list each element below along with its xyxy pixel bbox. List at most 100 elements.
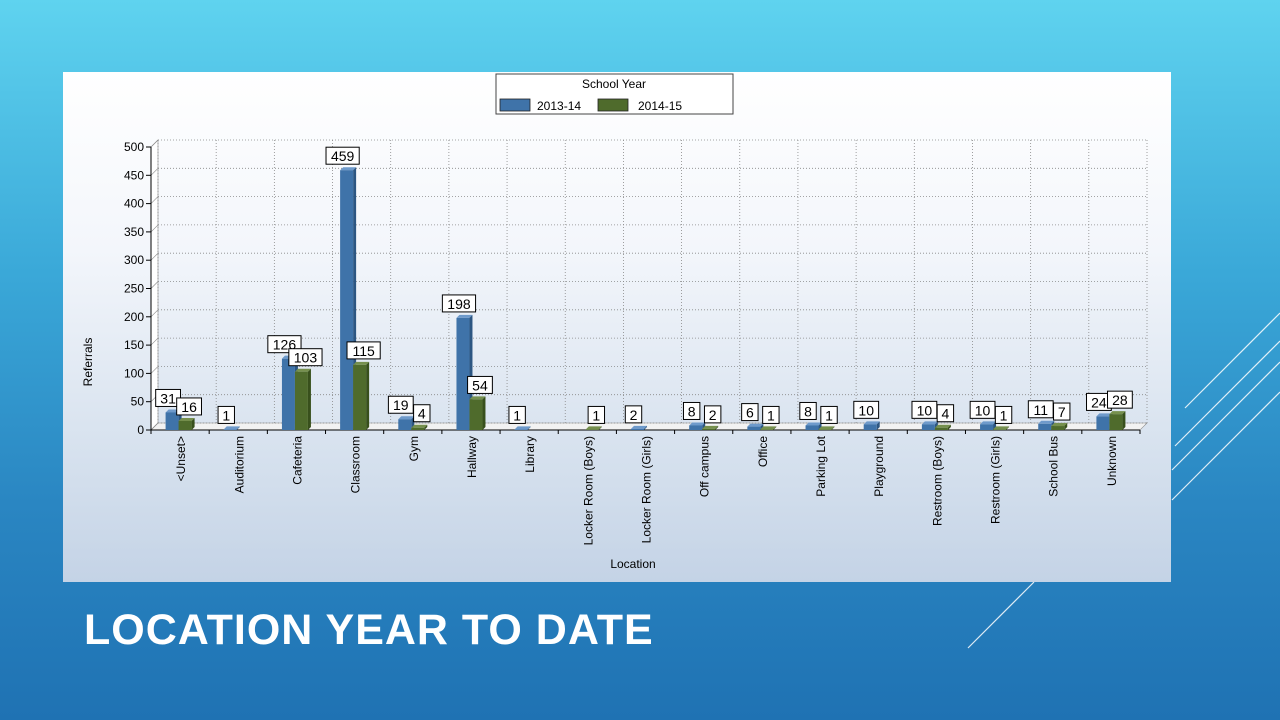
axes: 0 50 100 150 200 250 300 350 400 450 500 <Unset> Aud… — [124, 140, 1141, 545]
data-label-text: 115 — [352, 343, 375, 359]
bar-2013-14 — [398, 419, 412, 430]
data-label-2013-14: 10 — [911, 400, 938, 419]
data-label-2014-15: 103 — [288, 348, 323, 367]
data-label-2014-15: 16 — [176, 397, 202, 416]
bar-top-2014-15 — [993, 426, 1010, 430]
bar-side-2014-15 — [598, 426, 602, 430]
y-tick-label: 400 — [124, 197, 144, 211]
bar-top-2013-14 — [398, 416, 415, 420]
bar-2014-15 — [1051, 426, 1065, 430]
data-label-box — [762, 405, 780, 424]
data-label-2013-14: 6 — [741, 403, 759, 422]
bar-top-2013-14 — [805, 422, 822, 426]
bar-2013-14 — [631, 428, 644, 430]
x-category-label: School Bus — [1047, 436, 1061, 497]
x-category-label: Gym — [407, 436, 421, 461]
x-category-label: Classroom — [349, 436, 363, 493]
bar-top-2014-15 — [178, 417, 195, 421]
bar-side-2014-15 — [366, 361, 370, 430]
x-category-label: Locker Room (Boys) — [581, 436, 595, 545]
legend-swatch-2014-15 — [597, 98, 629, 112]
bar-2014-15 — [469, 399, 483, 430]
x-category-label: Restroom (Boys) — [930, 436, 944, 526]
data-label-box — [217, 405, 235, 424]
bar-2014-15 — [411, 427, 425, 430]
data-label-2013-14: 24 — [1086, 392, 1112, 411]
data-label-2014-15: 54 — [467, 375, 493, 394]
bar-2014-15 — [760, 429, 774, 430]
data-label-2013-14: 1 — [217, 405, 235, 424]
y-tick-label: 50 — [131, 395, 145, 409]
bar-2014-15 — [353, 364, 367, 430]
bar-2013-14 — [223, 429, 237, 430]
bar-side-2013-14 — [702, 422, 706, 430]
data-label-2013-14: 8 — [682, 401, 701, 420]
bar-top-2014-15 — [818, 426, 835, 430]
bar-2013-14 — [165, 412, 179, 430]
y-tick-label: 250 — [124, 282, 144, 296]
data-label-2013-14: 11 — [1027, 400, 1054, 419]
bar-top-2013-14 — [1096, 413, 1113, 417]
chart-legend: School Year 2013-14 2014-15 — [495, 73, 734, 115]
bar-2014-15 — [934, 427, 948, 430]
gridline-wall — [150, 139, 159, 148]
data-label-text: 7 — [1058, 404, 1066, 420]
x-category-label: Library — [523, 436, 537, 473]
data-label-text: 4 — [418, 406, 426, 422]
bar-side-2014-15 — [1064, 423, 1068, 430]
bar-side-2013-14 — [760, 423, 764, 430]
data-label-box — [741, 403, 759, 422]
data-label-2014-15: 1 — [994, 405, 1013, 424]
bar-2013-14 — [456, 317, 470, 430]
gridline-wall — [150, 422, 159, 431]
bar-top-2014-15 — [702, 425, 719, 429]
gridline-wall — [150, 366, 159, 374]
data-label-text: 31 — [160, 390, 176, 406]
data-label-2014-15: 1 — [820, 405, 838, 424]
data-label-2014-15: 4 — [936, 404, 955, 423]
data-label-text: 103 — [294, 350, 318, 366]
legend-title: School Year — [582, 77, 646, 91]
data-label-box — [325, 146, 360, 165]
bar-2013-14 — [281, 358, 295, 430]
chart-panel: School Year 2013-14 2014-15 Referrals Lo… — [63, 72, 1171, 582]
gridline-wall — [150, 252, 159, 261]
bar-top-2013-14 — [921, 421, 938, 425]
data-label-2013-14: 31 — [155, 388, 181, 407]
data-label-2013-14: 8 — [799, 401, 817, 420]
data-label-box — [624, 405, 643, 424]
gridline-wall — [150, 337, 159, 346]
bar-side-2014-15 — [715, 425, 719, 430]
data-label-2014-15: 115 — [346, 341, 381, 360]
data-label-text: 1 — [767, 407, 775, 423]
data-label-2014-15: 28 — [1107, 390, 1133, 409]
gridline-wall — [150, 168, 159, 176]
x-category-label: Cafeteria — [290, 436, 304, 485]
gridline-wall — [150, 309, 159, 318]
y-axis-label: Referrals — [81, 338, 95, 387]
data-label-2014-15: 1 — [762, 405, 780, 424]
bar-top-2014-15 — [1051, 423, 1068, 427]
y-tick-label: 100 — [124, 366, 144, 380]
data-label-box — [288, 348, 323, 367]
data-label-text: 198 — [447, 296, 471, 312]
bar-2013-14 — [340, 170, 354, 430]
bar-side-2014-15 — [773, 426, 777, 430]
bar-side-2013-14 — [818, 422, 822, 430]
bar-2013-14 — [863, 424, 877, 430]
data-label-text: 10 — [975, 402, 991, 418]
bar-2013-14 — [1038, 423, 1052, 430]
bar-top-2014-15 — [934, 424, 951, 428]
data-label-text: 2 — [709, 407, 717, 423]
bar-top-2014-15 — [1109, 411, 1126, 415]
data-label-text: 54 — [472, 377, 488, 393]
data-label-2013-14: 1 — [508, 405, 526, 424]
y-tick-label: 150 — [124, 338, 144, 352]
x-category-label: Office — [756, 436, 770, 467]
data-label-box — [936, 404, 955, 423]
bar-top-2013-14 — [863, 421, 880, 425]
bar-top-2013-14 — [1038, 420, 1055, 424]
bar-side-2014-15 — [424, 424, 428, 430]
y-tick-label: 200 — [124, 310, 144, 324]
bar-2014-15 — [818, 429, 832, 430]
